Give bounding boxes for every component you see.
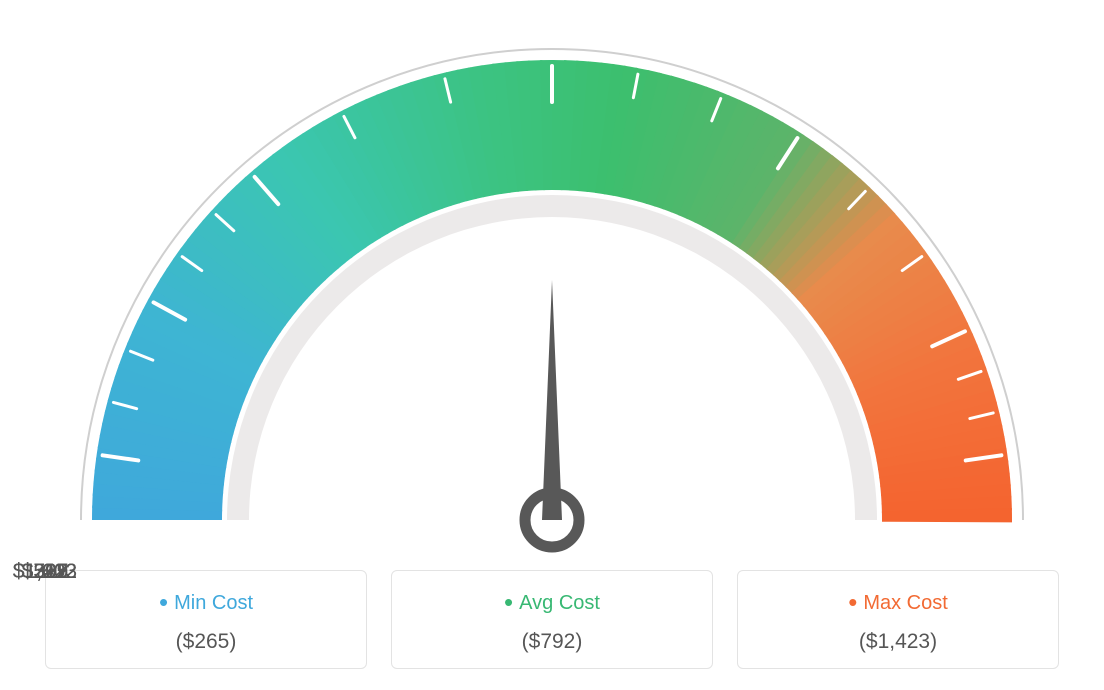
legend-title-max: Max Cost bbox=[748, 587, 1048, 618]
legend-card-min: Min Cost ($265) bbox=[45, 570, 367, 669]
legend-title-avg: Avg Cost bbox=[402, 587, 702, 618]
legend-card-max: Max Cost ($1,423) bbox=[737, 570, 1059, 669]
legend-value-avg: ($792) bbox=[402, 630, 702, 654]
gauge-needle bbox=[542, 280, 562, 520]
gauge-tick-label: $1,423 bbox=[0, 560, 90, 584]
legend-row: Min Cost ($265) Avg Cost ($792) Max Cost… bbox=[0, 570, 1104, 669]
gauge-svg bbox=[0, 0, 1104, 560]
legend-title-min: Min Cost bbox=[56, 587, 356, 618]
legend-card-avg: Avg Cost ($792) bbox=[391, 570, 713, 669]
legend-value-min: ($265) bbox=[56, 630, 356, 654]
legend-value-max: ($1,423) bbox=[748, 630, 1048, 654]
gauge-chart: $265$397$529$792$1,002$1,212$1,423 bbox=[0, 0, 1104, 560]
